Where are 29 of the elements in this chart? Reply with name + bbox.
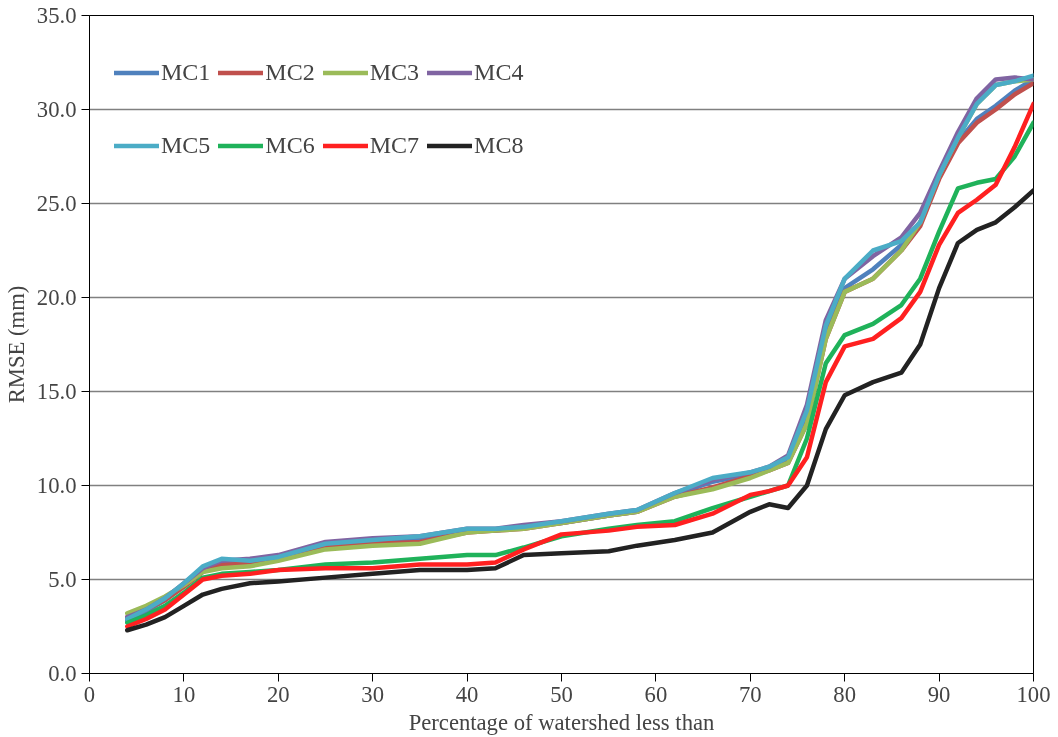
- y-tick-label: 5.0: [48, 567, 77, 592]
- x-tick-label: 0: [83, 681, 96, 707]
- x-tick-label: 80: [833, 681, 857, 707]
- x-tick-label: 90: [927, 681, 951, 707]
- y-axis-title: RMSE (mm): [3, 285, 29, 404]
- legend-label: MC6: [265, 131, 315, 160]
- x-tick-label: 50: [550, 681, 573, 707]
- y-tick-label: 25.0: [36, 191, 77, 216]
- x-tick-label: 20: [266, 681, 290, 707]
- y-tick-label: 35.0: [36, 3, 77, 28]
- legend-label: MC7: [369, 131, 420, 160]
- legend-label: MC3: [369, 58, 420, 87]
- x-axis-title: Percentage of watershed less than: [408, 709, 715, 735]
- y-tick-label: 15.0: [36, 379, 77, 404]
- legend-label: MC1: [161, 58, 211, 87]
- y-tick-label: 10.0: [36, 473, 77, 498]
- x-tick-label: 100: [1016, 681, 1051, 707]
- x-tick-label: 40: [455, 681, 479, 707]
- x-tick-label: 70: [738, 681, 762, 707]
- y-tick-label: 30.0: [36, 97, 77, 122]
- x-tick-label: 30: [361, 681, 385, 707]
- legend-label: MC4: [474, 58, 524, 87]
- x-tick-label: 60: [644, 681, 668, 707]
- legend-label: MC5: [161, 131, 211, 160]
- legend-label: MC2: [265, 58, 315, 87]
- y-tick-label: 20.0: [36, 285, 77, 310]
- x-tick-label: 10: [172, 681, 196, 707]
- legend-label: MC8: [474, 131, 524, 160]
- y-tick-label: 0.0: [48, 661, 77, 686]
